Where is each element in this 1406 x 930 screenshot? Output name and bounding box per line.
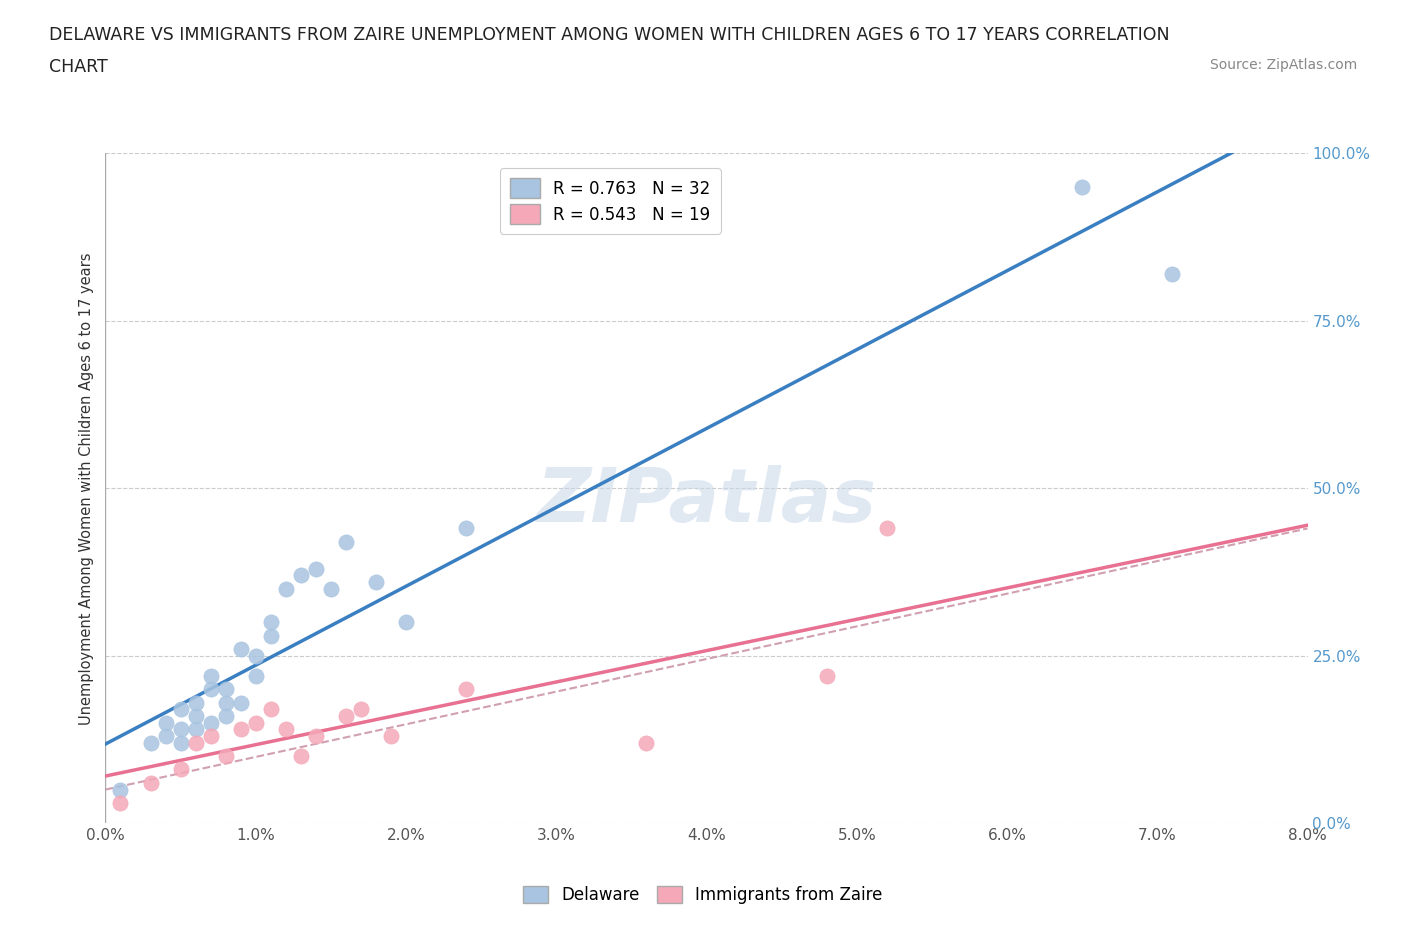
Point bbox=[139, 736, 162, 751]
Point bbox=[214, 749, 236, 764]
Point bbox=[200, 669, 222, 684]
Point bbox=[815, 669, 838, 684]
Point bbox=[454, 682, 477, 697]
Point bbox=[1161, 267, 1184, 282]
Point bbox=[184, 695, 207, 710]
Point bbox=[169, 736, 191, 751]
Point bbox=[184, 722, 207, 737]
Point bbox=[260, 702, 283, 717]
Point bbox=[184, 709, 207, 724]
Point bbox=[260, 615, 283, 630]
Text: CHART: CHART bbox=[49, 58, 108, 75]
Legend: R = 0.763   N = 32, R = 0.543   N = 19: R = 0.763 N = 32, R = 0.543 N = 19 bbox=[501, 168, 721, 233]
Point bbox=[305, 561, 328, 576]
Point bbox=[290, 568, 312, 583]
Point bbox=[169, 762, 191, 777]
Point bbox=[1071, 179, 1094, 194]
Point bbox=[350, 702, 373, 717]
Point bbox=[305, 728, 328, 743]
Point bbox=[245, 669, 267, 684]
Point bbox=[245, 648, 267, 663]
Legend: Delaware, Immigrants from Zaire: Delaware, Immigrants from Zaire bbox=[517, 879, 889, 910]
Text: Source: ZipAtlas.com: Source: ZipAtlas.com bbox=[1209, 58, 1357, 72]
Point bbox=[335, 535, 357, 550]
Point bbox=[319, 581, 342, 596]
Point bbox=[184, 736, 207, 751]
Point bbox=[260, 628, 283, 643]
Point bbox=[214, 682, 236, 697]
Point bbox=[274, 722, 297, 737]
Point bbox=[229, 695, 252, 710]
Point bbox=[274, 581, 297, 596]
Point bbox=[335, 709, 357, 724]
Point bbox=[169, 702, 191, 717]
Point bbox=[245, 715, 267, 730]
Point bbox=[364, 575, 387, 590]
Point bbox=[200, 728, 222, 743]
Y-axis label: Unemployment Among Women with Children Ages 6 to 17 years: Unemployment Among Women with Children A… bbox=[79, 252, 94, 724]
Point bbox=[139, 776, 162, 790]
Point bbox=[290, 749, 312, 764]
Point bbox=[110, 782, 132, 797]
Point bbox=[636, 736, 658, 751]
Point bbox=[155, 728, 177, 743]
Point bbox=[200, 682, 222, 697]
Point bbox=[200, 715, 222, 730]
Point bbox=[454, 521, 477, 536]
Point bbox=[876, 521, 898, 536]
Point bbox=[169, 722, 191, 737]
Point bbox=[380, 728, 402, 743]
Point bbox=[110, 795, 132, 810]
Text: ZIPatlas: ZIPatlas bbox=[537, 465, 876, 538]
Point bbox=[395, 615, 418, 630]
Point bbox=[214, 695, 236, 710]
Point bbox=[214, 709, 236, 724]
Point bbox=[229, 722, 252, 737]
Point bbox=[229, 642, 252, 657]
Point bbox=[155, 715, 177, 730]
Text: DELAWARE VS IMMIGRANTS FROM ZAIRE UNEMPLOYMENT AMONG WOMEN WITH CHILDREN AGES 6 : DELAWARE VS IMMIGRANTS FROM ZAIRE UNEMPL… bbox=[49, 26, 1170, 44]
